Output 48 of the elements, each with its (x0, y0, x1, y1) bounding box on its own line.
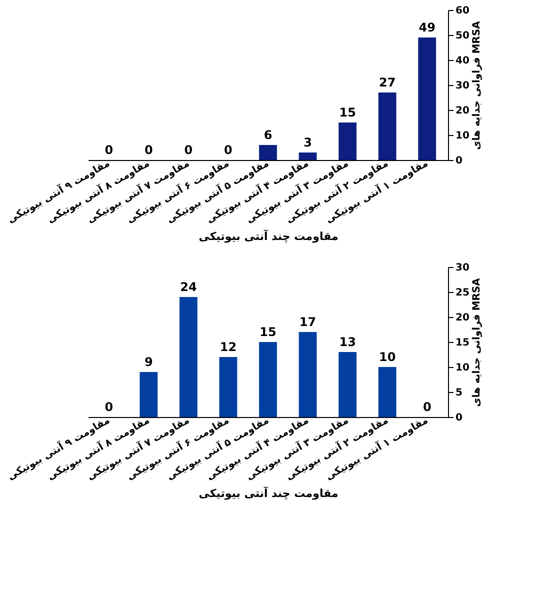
y-tick-label: 0 (456, 412, 462, 424)
y-tick-label: 0 (456, 156, 462, 166)
data-label: 10 (378, 350, 396, 364)
data-label: 24 (180, 280, 197, 294)
data-label: 0 (184, 143, 193, 157)
bar (378, 92, 396, 160)
data-label: 15 (339, 106, 356, 120)
bar (338, 122, 357, 160)
bar (140, 372, 158, 417)
data-label: 3 (304, 136, 312, 150)
y-tick-label: 15 (456, 338, 470, 348)
y-axis-title: فراوانی جدایه های MRSA (471, 20, 482, 150)
bar (219, 357, 238, 417)
data-label: 15 (260, 325, 276, 339)
y-tick-label: 30 (456, 80, 470, 92)
data-label: 17 (299, 315, 316, 329)
bar (298, 152, 317, 160)
data-label: 0 (422, 400, 432, 414)
data-label: 27 (378, 76, 396, 90)
y-tick-label: 60 (456, 6, 470, 16)
data-label: 0 (144, 143, 153, 157)
y-tick-label: 20 (456, 106, 470, 116)
data-label: 49 (418, 20, 436, 34)
bar (259, 145, 277, 160)
data-label: 0 (104, 400, 114, 414)
x-axis-title: مقاومت چند آنتی بیوتیکی (198, 486, 338, 500)
x-axis-title: مقاومت چند آنتی بیوتیکی (198, 228, 338, 243)
bar (378, 367, 396, 417)
y-tick-label: 5 (456, 388, 462, 398)
y-axis-title: فراوانی جدایه های MRSA (471, 278, 482, 407)
bar (259, 342, 277, 417)
bar (298, 332, 317, 417)
bar (418, 38, 436, 160)
data-label: 6 (264, 128, 272, 142)
data-label: 0 (224, 143, 232, 157)
y-tick-label: 50 (456, 30, 470, 42)
y-tick-label: 10 (456, 130, 470, 142)
bar (338, 352, 357, 417)
data-label: 0 (104, 143, 114, 157)
data-label: 13 (339, 335, 356, 349)
y-tick-label: 20 (456, 312, 470, 324)
y-tick-label: 25 (456, 288, 470, 298)
y-tick-label: 30 (456, 262, 470, 274)
bar (179, 297, 198, 417)
y-tick-label: 10 (456, 362, 470, 374)
y-tick-label: 40 (456, 56, 470, 66)
data-label: 12 (220, 340, 237, 354)
data-label: 9 (144, 355, 153, 369)
